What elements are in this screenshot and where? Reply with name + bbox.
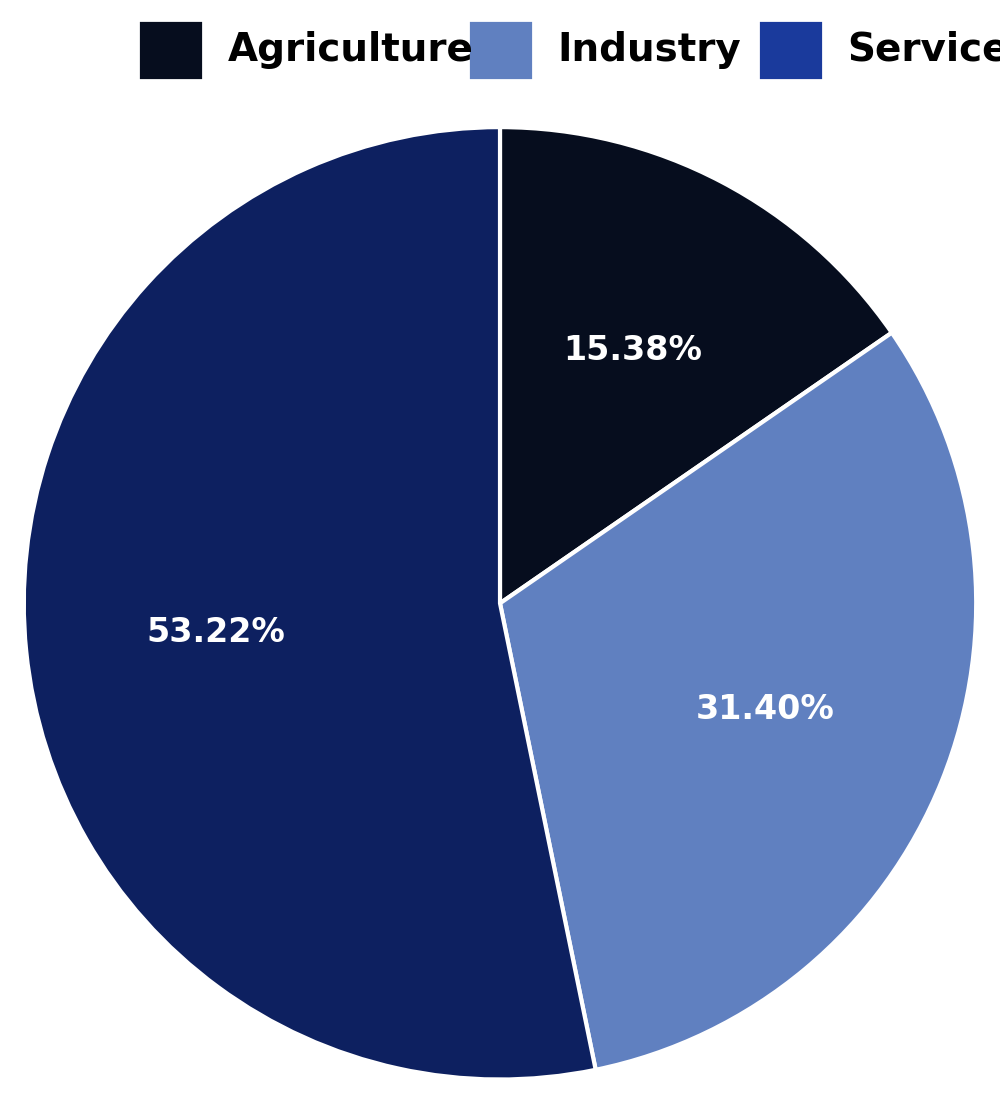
Bar (758, 20, 822, 80)
Text: 15.38%: 15.38% (563, 334, 702, 366)
Text: Services: Services (848, 31, 1000, 69)
Text: 31.40%: 31.40% (696, 693, 834, 726)
Wedge shape (24, 127, 596, 1079)
Text: 53.22%: 53.22% (146, 615, 285, 649)
Wedge shape (500, 333, 976, 1069)
Bar (138, 20, 202, 80)
Wedge shape (500, 127, 892, 603)
Text: Industry: Industry (558, 31, 741, 69)
Bar (468, 20, 532, 80)
Text: Agriculture: Agriculture (228, 31, 473, 69)
